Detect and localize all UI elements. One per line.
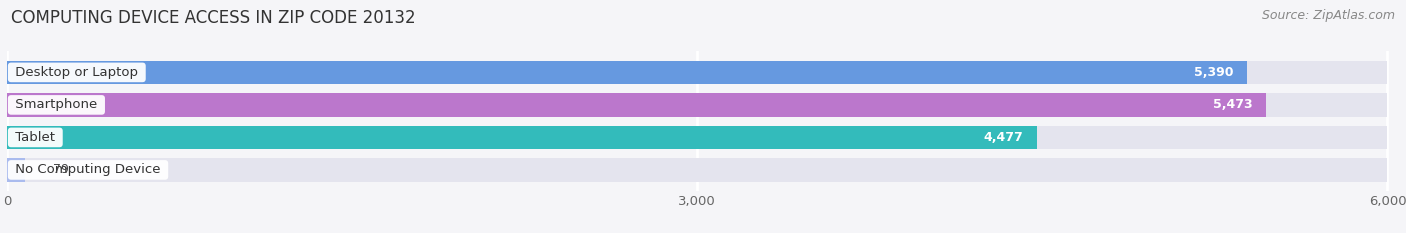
Bar bbox=[7, 61, 1247, 84]
Text: No Computing Device: No Computing Device bbox=[11, 163, 165, 176]
Bar bbox=[7, 158, 25, 182]
Text: 79: 79 bbox=[53, 163, 69, 176]
Text: Source: ZipAtlas.com: Source: ZipAtlas.com bbox=[1261, 9, 1395, 22]
Text: 5,390: 5,390 bbox=[1194, 66, 1233, 79]
Text: COMPUTING DEVICE ACCESS IN ZIP CODE 20132: COMPUTING DEVICE ACCESS IN ZIP CODE 2013… bbox=[11, 9, 416, 27]
Text: Desktop or Laptop: Desktop or Laptop bbox=[11, 66, 142, 79]
Text: Tablet: Tablet bbox=[11, 131, 59, 144]
Bar bbox=[7, 126, 1038, 149]
Bar bbox=[7, 126, 1388, 149]
Bar bbox=[7, 93, 1267, 116]
Text: 5,473: 5,473 bbox=[1213, 98, 1253, 111]
Bar bbox=[7, 93, 1388, 116]
Bar bbox=[7, 158, 1388, 182]
Bar bbox=[7, 61, 1388, 84]
Text: 4,477: 4,477 bbox=[984, 131, 1024, 144]
Text: Smartphone: Smartphone bbox=[11, 98, 101, 111]
